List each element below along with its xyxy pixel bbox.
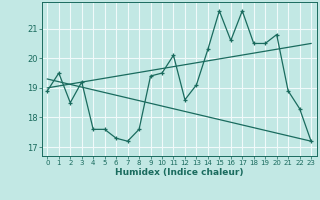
X-axis label: Humidex (Indice chaleur): Humidex (Indice chaleur) <box>115 168 244 177</box>
